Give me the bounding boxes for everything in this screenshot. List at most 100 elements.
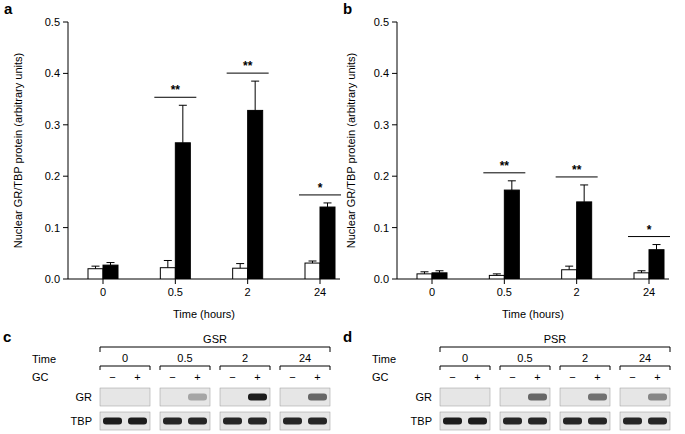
band [103, 418, 122, 425]
error-bar [421, 272, 429, 274]
band [248, 394, 267, 401]
band [503, 418, 522, 425]
blot-title: GSR [203, 333, 227, 345]
error-stem [511, 181, 512, 190]
bar [562, 270, 577, 279]
error-stem [327, 203, 328, 207]
bar [504, 190, 519, 279]
band [443, 394, 462, 401]
x-axis-label: Time (hours) [502, 308, 564, 320]
band [223, 394, 242, 401]
lane-sign: − [629, 371, 635, 383]
error-cap [179, 105, 187, 106]
band [248, 418, 267, 425]
error-stem [255, 81, 256, 110]
error-stem [240, 264, 241, 269]
blot-panel: dPSRTimeGC0−+0.5−+2−+24−+GRTBP [343, 328, 670, 430]
blot-box [620, 388, 670, 406]
panel-label: d [343, 328, 352, 345]
error-stem [167, 260, 168, 267]
panel-label: c [3, 328, 11, 345]
time-value: 0.5 [517, 352, 532, 364]
error-cap [436, 270, 444, 271]
y-tick [63, 22, 68, 23]
time-value: 24 [299, 352, 311, 364]
error-cap [164, 260, 172, 261]
lane-sign: − [569, 371, 575, 383]
y-tick-label: 0.3 [374, 119, 389, 131]
time-value: 2 [582, 352, 588, 364]
blot-box [100, 388, 150, 406]
time-value: 0 [462, 352, 468, 364]
significance-label: ** [500, 159, 510, 173]
time-bracket [440, 366, 490, 370]
bar [175, 143, 190, 279]
blot-title: PSR [544, 333, 567, 345]
y-axis-line [68, 22, 69, 279]
y-axis-label: Nuclear GR/TBP protein (arbitrary units) [12, 53, 24, 248]
blot-box [220, 388, 270, 406]
blot-box [160, 412, 210, 430]
panel-label: a [4, 0, 13, 17]
band [623, 394, 642, 401]
x-axis-label: Time (hours) [173, 308, 235, 320]
row-label: GR [76, 391, 93, 403]
y-tick-label: 0.0 [374, 273, 389, 285]
error-bar [638, 271, 646, 273]
x-tick [103, 279, 104, 284]
blot-box [620, 412, 670, 430]
error-bar [653, 245, 661, 250]
band [443, 418, 462, 425]
error-cap [493, 273, 501, 274]
significance-label: * [318, 181, 323, 195]
plot-area [88, 81, 335, 279]
x-tick [649, 279, 650, 284]
y-tick-label: 0.3 [45, 119, 60, 131]
blot-box [440, 412, 490, 430]
error-cap [653, 244, 661, 245]
error-bar [179, 105, 187, 143]
blot-box [100, 412, 150, 430]
error-bar [436, 271, 444, 273]
band [648, 394, 667, 401]
title-bracket [440, 347, 670, 352]
treatment-label: GC [372, 371, 389, 383]
title-bracket [100, 347, 330, 352]
error-bar [508, 181, 516, 190]
bar [160, 268, 175, 279]
x-tick-label: 2 [574, 286, 580, 298]
treatment-label: GC [32, 371, 49, 383]
significance-label: ** [243, 59, 253, 73]
error-stem [569, 266, 570, 270]
bar [417, 274, 432, 279]
y-tick [392, 279, 397, 280]
error-bar [236, 264, 244, 269]
error-cap [107, 262, 115, 263]
error-bar [92, 266, 100, 269]
band [163, 394, 182, 401]
band [283, 394, 302, 401]
band [623, 418, 642, 425]
band [648, 418, 667, 425]
blot-box [220, 412, 270, 430]
band [308, 418, 327, 425]
bar [88, 269, 103, 279]
lane-sign: − [109, 371, 115, 383]
x-tick-label: 24 [314, 286, 326, 298]
time-bracket [280, 366, 330, 370]
time-bracket [220, 366, 270, 370]
bar [634, 273, 649, 279]
x-tick [432, 279, 433, 284]
lane-sign: + [254, 371, 260, 383]
lane-sign: − [229, 371, 235, 383]
y-tick-label: 0.2 [374, 170, 389, 182]
significance-label: ** [171, 83, 181, 97]
error-cap [92, 266, 100, 267]
y-tick [63, 279, 68, 280]
error-stem [182, 105, 183, 143]
blot-box [160, 388, 210, 406]
y-tick [392, 124, 397, 125]
y-tick-label: 0.4 [374, 67, 389, 79]
band [503, 394, 522, 401]
error-cap [309, 261, 317, 262]
